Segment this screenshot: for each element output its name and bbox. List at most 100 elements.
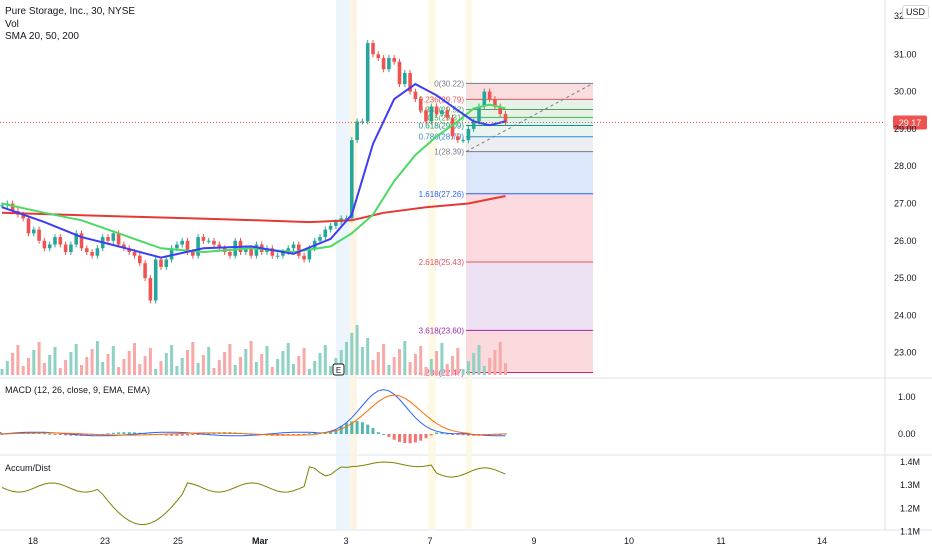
candle-body xyxy=(244,248,248,252)
candle-body xyxy=(450,117,455,137)
volume-bar xyxy=(138,364,142,375)
candle-body xyxy=(217,244,222,249)
candle-body xyxy=(212,240,216,245)
macd-histogram-bar xyxy=(408,434,412,444)
macd-axis-label: 0.00 xyxy=(898,429,916,439)
candle-body xyxy=(63,244,68,252)
candle-body xyxy=(477,106,481,122)
volume-bar xyxy=(488,358,492,375)
fib-zone xyxy=(466,151,593,194)
volume-bar xyxy=(413,354,417,375)
macd-histogram-bar xyxy=(461,434,465,436)
candle-body xyxy=(37,229,41,241)
volume-bar xyxy=(127,351,131,375)
macd-histogram-bar xyxy=(42,433,46,435)
macd-histogram-bar xyxy=(143,433,147,435)
volume-bar xyxy=(90,349,94,375)
candle-body xyxy=(0,205,4,207)
macd-histogram-bar xyxy=(334,429,338,434)
macd-histogram-bar xyxy=(302,433,306,435)
fib-level-label: 0.5(29.31) xyxy=(428,113,465,122)
candle-body xyxy=(461,140,465,142)
macd-histogram-bar xyxy=(122,432,126,434)
time-axis-label: 23 xyxy=(100,536,110,546)
candle-body xyxy=(58,237,63,245)
macd-histogram-bar xyxy=(382,434,386,435)
candle-body xyxy=(249,248,253,256)
macd-histogram-bar xyxy=(297,434,301,435)
macd-histogram-bar xyxy=(371,428,375,434)
volume-legend[interactable]: Vol xyxy=(5,19,19,30)
macd-histogram-bar xyxy=(366,424,370,434)
candle-body xyxy=(233,240,237,256)
fib-zone xyxy=(466,83,593,100)
volume-bar xyxy=(445,364,449,375)
candle-body xyxy=(498,106,502,114)
macd-histogram-bar xyxy=(207,433,211,435)
volume-bar xyxy=(429,359,433,375)
volume-bar xyxy=(504,363,507,375)
candle-body xyxy=(392,58,396,62)
volume-bar xyxy=(95,341,99,375)
candle-body xyxy=(53,237,57,245)
price-axis-label: 23.00 xyxy=(894,348,917,358)
volume-bar xyxy=(74,344,78,375)
candle-body xyxy=(429,106,434,122)
macd-histogram-bar xyxy=(106,433,110,435)
time-axis-label: 3 xyxy=(343,536,348,546)
volume-bar xyxy=(196,363,200,375)
fib-level-label: 1(28.39) xyxy=(434,148,464,157)
volume-bar xyxy=(53,347,57,375)
volume-bar xyxy=(281,351,285,375)
volume-bar xyxy=(376,352,380,375)
volume-bar xyxy=(0,369,4,375)
macd-histogram-bar xyxy=(392,434,396,440)
volume-bar xyxy=(42,363,46,375)
volume-bar xyxy=(313,361,317,375)
volume-bar xyxy=(217,360,221,375)
price-axis-label: 29.00 xyxy=(894,124,917,134)
candle-body xyxy=(228,251,232,256)
candle-body xyxy=(26,218,31,234)
volume-bar xyxy=(106,354,110,375)
time-axis-label: 7 xyxy=(427,536,432,546)
volume-bar xyxy=(424,367,428,375)
candle-body xyxy=(466,128,471,141)
volume-bar xyxy=(48,355,52,375)
last-price-label: 29.17 xyxy=(899,118,922,128)
price-axis-label: 28.00 xyxy=(894,161,917,171)
macd-histogram-bar xyxy=(376,432,380,434)
ad-legend[interactable]: Accum/Dist xyxy=(5,463,51,473)
volume-bar xyxy=(387,365,391,375)
candle-body xyxy=(360,121,365,123)
time-axis-label: Mar xyxy=(252,536,269,546)
macd-histogram-bar xyxy=(435,432,439,434)
macd-histogram-bar xyxy=(85,434,89,436)
candle-body xyxy=(270,248,275,256)
volume-bar xyxy=(212,368,216,375)
candle-body xyxy=(376,54,381,59)
candle-body xyxy=(355,121,359,141)
volume-bar xyxy=(201,355,205,375)
macd-legend[interactable]: MACD (12, 26, close, 9, EMA, EMA) xyxy=(5,385,151,395)
candle-body xyxy=(90,251,94,256)
volume-bar xyxy=(323,345,327,375)
volume-bar xyxy=(440,343,444,375)
candle-body xyxy=(201,237,206,241)
candle-body xyxy=(164,259,169,267)
volume-bar xyxy=(292,364,295,375)
volume-bar xyxy=(270,367,274,375)
candle-body xyxy=(323,229,328,238)
candle-body xyxy=(143,263,147,279)
currency-badge[interactable]: USD xyxy=(901,5,929,19)
candle-body xyxy=(371,43,375,55)
sma-legend[interactable]: SMA 20, 50, 200 xyxy=(5,31,79,42)
fib-zone xyxy=(466,125,593,137)
sma-50-line xyxy=(1,103,506,254)
macd-histogram-bar xyxy=(329,432,333,434)
time-axis-label: 18 xyxy=(28,536,38,546)
volume-bar xyxy=(318,353,322,375)
macd-histogram-bar xyxy=(111,432,115,434)
fib-level-label: 1.618(27.26) xyxy=(419,190,465,199)
